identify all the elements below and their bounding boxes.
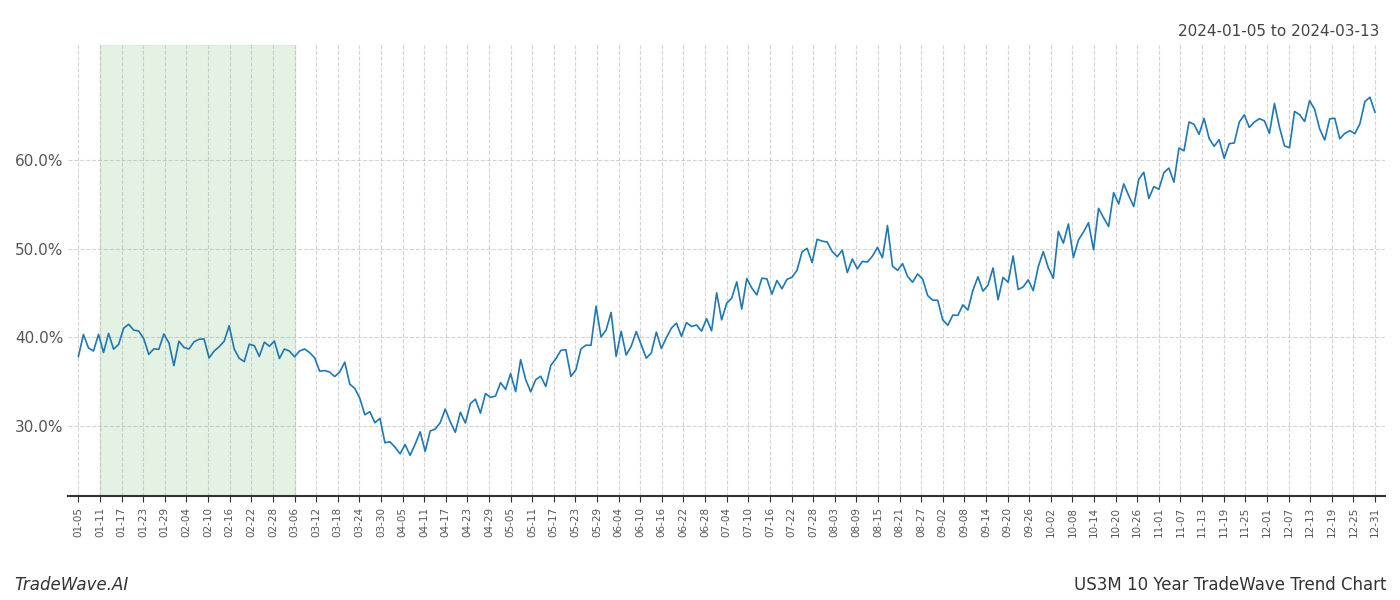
Text: US3M 10 Year TradeWave Trend Chart: US3M 10 Year TradeWave Trend Chart xyxy=(1074,576,1386,594)
Text: TradeWave.AI: TradeWave.AI xyxy=(14,576,129,594)
Text: 2024-01-05 to 2024-03-13: 2024-01-05 to 2024-03-13 xyxy=(1177,24,1379,39)
Bar xyxy=(99,45,294,496)
